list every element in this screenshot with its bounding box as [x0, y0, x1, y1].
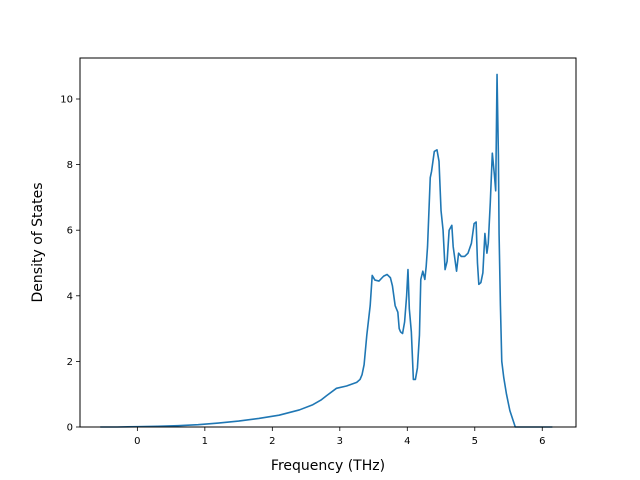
x-tick-label: 6 — [539, 436, 545, 447]
y-tick-label: 2 — [67, 357, 73, 368]
x-tick-label: 4 — [404, 436, 410, 447]
x-tick-label: 3 — [337, 436, 343, 447]
x-tick-label: 1 — [202, 436, 208, 447]
y-tick-label: 0 — [67, 423, 73, 434]
plot-area — [100, 73, 553, 428]
x-tick-label: 0 — [134, 436, 140, 447]
y-tick-label: 8 — [67, 160, 73, 171]
x-axis-label: Frequency (THz) — [271, 458, 385, 474]
y-tick-label: 4 — [67, 291, 73, 302]
x-tick-label: 2 — [269, 436, 275, 447]
x-tick-label: 5 — [472, 436, 478, 447]
y-axis-ticks: 0 2 4 6 8 10 — [60, 95, 80, 434]
x-axis-ticks: 0 1 2 3 4 5 6 — [134, 427, 545, 447]
y-tick-label: 10 — [60, 95, 73, 106]
y-tick-label: 6 — [67, 226, 73, 237]
axes-frame — [79, 57, 577, 428]
y-axis-label: Density of States — [30, 183, 46, 303]
series-line-0 — [100, 73, 553, 428]
